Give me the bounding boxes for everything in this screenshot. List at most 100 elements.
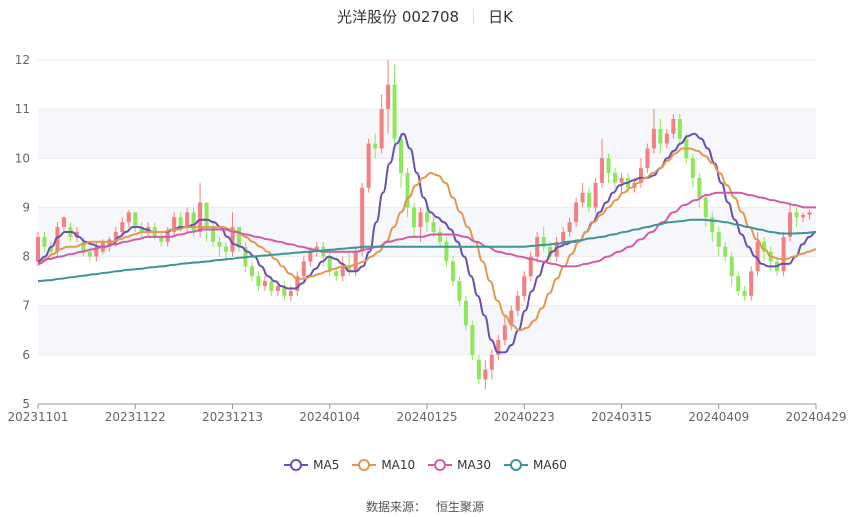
candle[interactable] — [133, 212, 138, 232]
stock-title: 光洋股份 002708 — [337, 8, 460, 26]
candle[interactable] — [807, 209, 812, 220]
candle[interactable] — [736, 271, 741, 296]
legend-item-ma30[interactable]: MA30 — [427, 458, 491, 472]
candle[interactable] — [295, 271, 300, 296]
candle[interactable] — [606, 153, 611, 183]
candle[interactable] — [437, 227, 442, 247]
x-tick-label: 20231101 — [7, 410, 68, 424]
candle[interactable] — [638, 158, 643, 188]
candle[interactable] — [340, 256, 345, 282]
y-axis-ticks: 5 6 7 8 9 10 11 12 — [15, 53, 30, 411]
candle[interactable] — [723, 241, 728, 262]
candle[interactable] — [515, 290, 520, 316]
candle[interactable] — [412, 202, 417, 237]
candle[interactable] — [664, 128, 669, 149]
candle[interactable] — [262, 276, 267, 291]
candle[interactable] — [528, 251, 533, 282]
candle[interactable] — [489, 349, 494, 380]
legend-marker-icon — [284, 459, 309, 471]
candle[interactable] — [424, 207, 430, 232]
candle[interactable] — [502, 315, 507, 346]
candle[interactable] — [42, 232, 47, 252]
y-tick-label: 6 — [22, 348, 30, 362]
candle[interactable] — [567, 217, 572, 237]
ma-line-ma30[interactable] — [37, 191, 816, 268]
candle[interactable] — [781, 232, 786, 277]
candle[interactable] — [535, 232, 540, 262]
candle[interactable] — [444, 236, 449, 267]
ma-line-ma10[interactable] — [37, 147, 817, 332]
candle[interactable] — [230, 212, 235, 257]
candle[interactable] — [645, 143, 650, 174]
candle[interactable] — [463, 295, 468, 331]
candle[interactable] — [126, 209, 131, 228]
candle[interactable] — [801, 212, 806, 223]
candle[interactable] — [677, 114, 682, 144]
x-tick-label: 20240223 — [494, 410, 555, 424]
candle[interactable] — [587, 187, 592, 213]
y-tick-label: 5 — [22, 397, 30, 411]
candle[interactable] — [729, 251, 734, 287]
candle[interactable] — [470, 320, 475, 360]
candle[interactable] — [619, 173, 624, 193]
candle[interactable] — [522, 271, 527, 301]
chart-legend: MA5 MA10 MA30 MA60 — [0, 458, 850, 475]
legend-label: MA5 — [313, 458, 340, 472]
candle[interactable] — [541, 227, 546, 252]
candle[interactable] — [139, 222, 144, 237]
candle[interactable] — [399, 133, 404, 188]
candle[interactable] — [217, 236, 222, 257]
candle[interactable] — [697, 173, 702, 208]
candle[interactable] — [392, 64, 397, 149]
grid-band — [38, 305, 816, 355]
candle[interactable] — [249, 261, 254, 282]
candle[interactable] — [749, 266, 754, 301]
candle[interactable] — [373, 133, 378, 159]
candle[interactable] — [360, 182, 365, 257]
candle[interactable] — [703, 192, 708, 228]
title-separator — [473, 10, 475, 24]
candle[interactable] — [172, 212, 177, 237]
candle[interactable] — [457, 276, 462, 306]
legend-item-ma60[interactable]: MA60 — [503, 458, 567, 472]
legend-marker-icon — [428, 459, 453, 471]
candle[interactable] — [716, 227, 721, 257]
candle[interactable] — [256, 271, 261, 291]
candle[interactable] — [496, 335, 501, 360]
candle[interactable] — [476, 354, 481, 385]
candle[interactable] — [600, 138, 605, 188]
candle[interactable] — [658, 118, 663, 154]
y-tick-label: 11 — [15, 102, 30, 116]
candle[interactable] — [159, 232, 164, 247]
candle[interactable] — [710, 212, 715, 242]
candle[interactable] — [574, 197, 579, 228]
ma-line-ma60[interactable] — [37, 218, 817, 283]
candle[interactable] — [671, 114, 676, 139]
legend-marker-icon — [352, 459, 377, 471]
source-value: 恒生聚源 — [436, 500, 485, 514]
candle[interactable] — [690, 153, 695, 188]
candle[interactable] — [580, 182, 585, 208]
legend-item-ma10[interactable]: MA10 — [351, 458, 415, 472]
x-tick-label: 20231122 — [105, 410, 166, 424]
candle[interactable] — [483, 359, 488, 390]
candle[interactable] — [794, 207, 799, 228]
candle[interactable] — [788, 202, 793, 242]
candle[interactable] — [651, 109, 656, 154]
candle[interactable] — [379, 94, 384, 154]
candle[interactable] — [593, 177, 598, 213]
candle[interactable] — [613, 168, 618, 188]
candle[interactable] — [405, 168, 410, 218]
candle[interactable] — [301, 256, 306, 282]
candle[interactable] — [742, 286, 747, 301]
x-tick-label: 20231213 — [202, 410, 263, 424]
period-label[interactable]: 日K — [488, 8, 513, 26]
candle[interactable] — [282, 281, 287, 301]
legend-item-ma5[interactable]: MA5 — [283, 458, 339, 472]
candle[interactable] — [386, 60, 391, 134]
candle[interactable] — [61, 217, 66, 232]
candle[interactable] — [450, 256, 455, 287]
candle[interactable] — [74, 227, 79, 242]
candle[interactable] — [204, 202, 209, 242]
candle[interactable] — [366, 138, 371, 193]
